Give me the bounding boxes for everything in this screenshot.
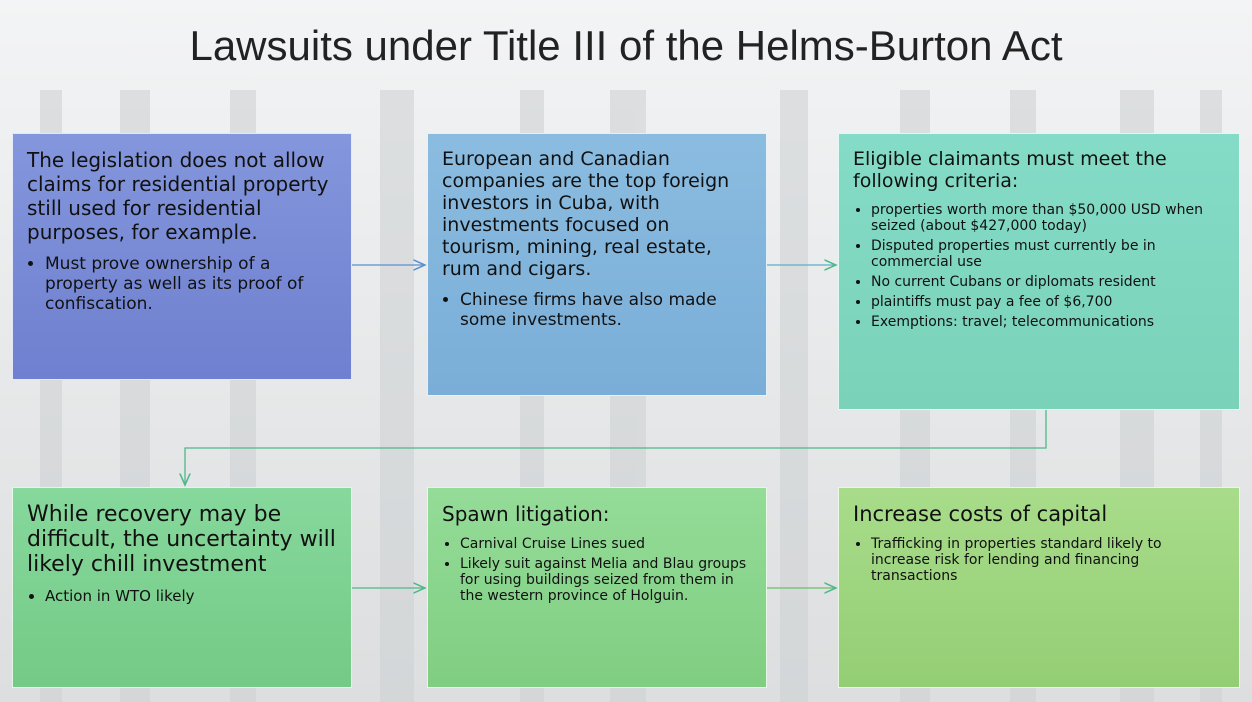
bullet: Chinese firms have also made some invest… [460,290,752,330]
box-heading: Increase costs of capital [853,502,1108,526]
box: Eligible claimants must meet the followi… [838,133,1240,410]
bullet: plaintiffs must pay a fee of $6,700 [871,294,1225,310]
bullet-list: Carnival Cruise Lines sued Likely suit ag… [442,536,752,604]
box-heading: Spawn litigation: [442,502,610,526]
bullet-list: Must prove ownership of a property as we… [27,254,337,314]
bullet: Carnival Cruise Lines sued [460,536,752,552]
bullet: properties worth more than $50,000 USD w… [871,202,1225,234]
bullet: Exemptions: travel; telecommunications [871,314,1225,330]
box-heading: The legislation does not allow claims fo… [27,148,329,244]
box-heading: While recovery may be difficult, the unc… [27,502,336,577]
box: While recovery may be difficult, the unc… [12,487,352,688]
box: Increase costs of capital Trafficking in … [838,487,1240,688]
slide-title: Lawsuits under Title III of the Helms-Bu… [189,22,1063,69]
bullet-list: Action in WTO likely [27,587,337,605]
box-heading: European and Canadian companies are the … [442,148,730,280]
bullet: Action in WTO likely [45,587,337,605]
bullet: No current Cubans or diplomats resident [871,274,1225,290]
box-heading: Eligible claimants must meet the followi… [853,148,1167,192]
bullet-list: Trafficking in properties standard likel… [853,536,1225,584]
bullet-list: Chinese firms have also made some invest… [442,290,752,330]
box: European and Canadian companies are the … [427,133,767,396]
box: The legislation does not allow claims fo… [12,133,352,380]
bullet-list: properties worth more than $50,000 USD w… [853,202,1225,330]
bullet: Disputed properties must currently be in… [871,238,1225,270]
box: Spawn litigation: Carnival Cruise Lines s… [427,487,767,688]
bullet: Likely suit against Melia and Blau group… [460,556,752,604]
bullet: Trafficking in properties standard likel… [871,536,1225,584]
bullet: Must prove ownership of a property as we… [45,254,337,314]
